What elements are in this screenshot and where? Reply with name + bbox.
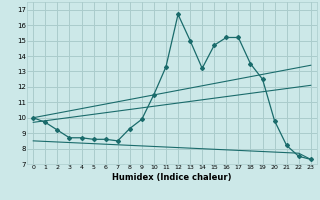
X-axis label: Humidex (Indice chaleur): Humidex (Indice chaleur) — [112, 173, 232, 182]
